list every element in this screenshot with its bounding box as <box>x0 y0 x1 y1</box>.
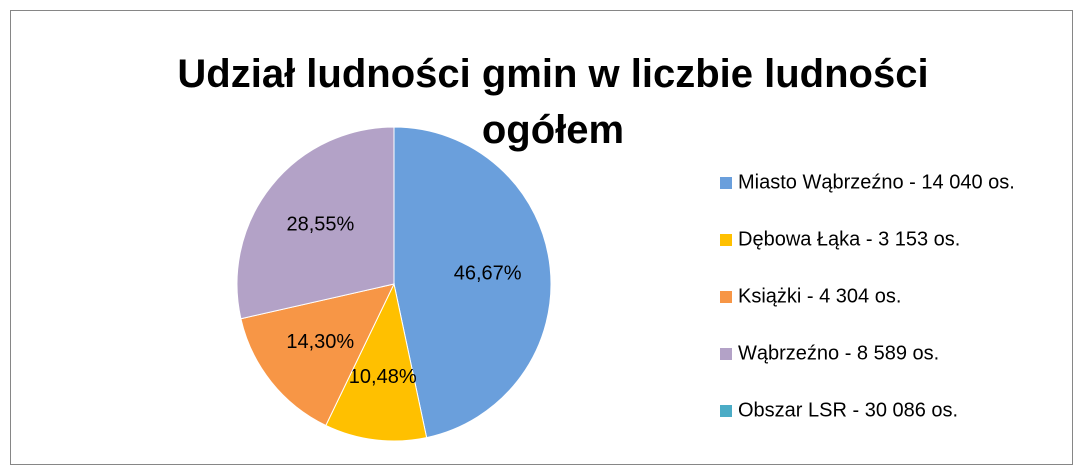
legend-swatch <box>720 177 732 189</box>
pie-slice <box>240 283 395 427</box>
legend-label: Obszar LSR - 30 086 os. <box>738 399 958 421</box>
legend-swatch <box>720 348 732 360</box>
legend-swatch <box>720 291 732 303</box>
legend-label: Dębowa Łąka - 3 153 os. <box>738 228 960 250</box>
data-label: 46,67% <box>454 262 522 284</box>
legend-label: Wąbrzeźno - 8 589 os. <box>738 342 939 364</box>
data-label: 14,30% <box>286 331 354 353</box>
data-label: 28,55% <box>286 213 354 235</box>
legend-swatch <box>720 405 732 417</box>
pie-slice <box>325 282 428 442</box>
legend-label: Miasto Wąbrzeźno - 14 040 os. <box>738 171 1015 193</box>
legend-label: Książki - 4 304 os. <box>738 285 901 307</box>
data-label: 10,48% <box>349 366 417 388</box>
legend-swatch <box>720 234 732 246</box>
pie-slice <box>393 126 552 439</box>
chart-title: Udział ludności gmin w liczbie ludności … <box>177 52 929 152</box>
pie-slice <box>236 126 395 320</box>
